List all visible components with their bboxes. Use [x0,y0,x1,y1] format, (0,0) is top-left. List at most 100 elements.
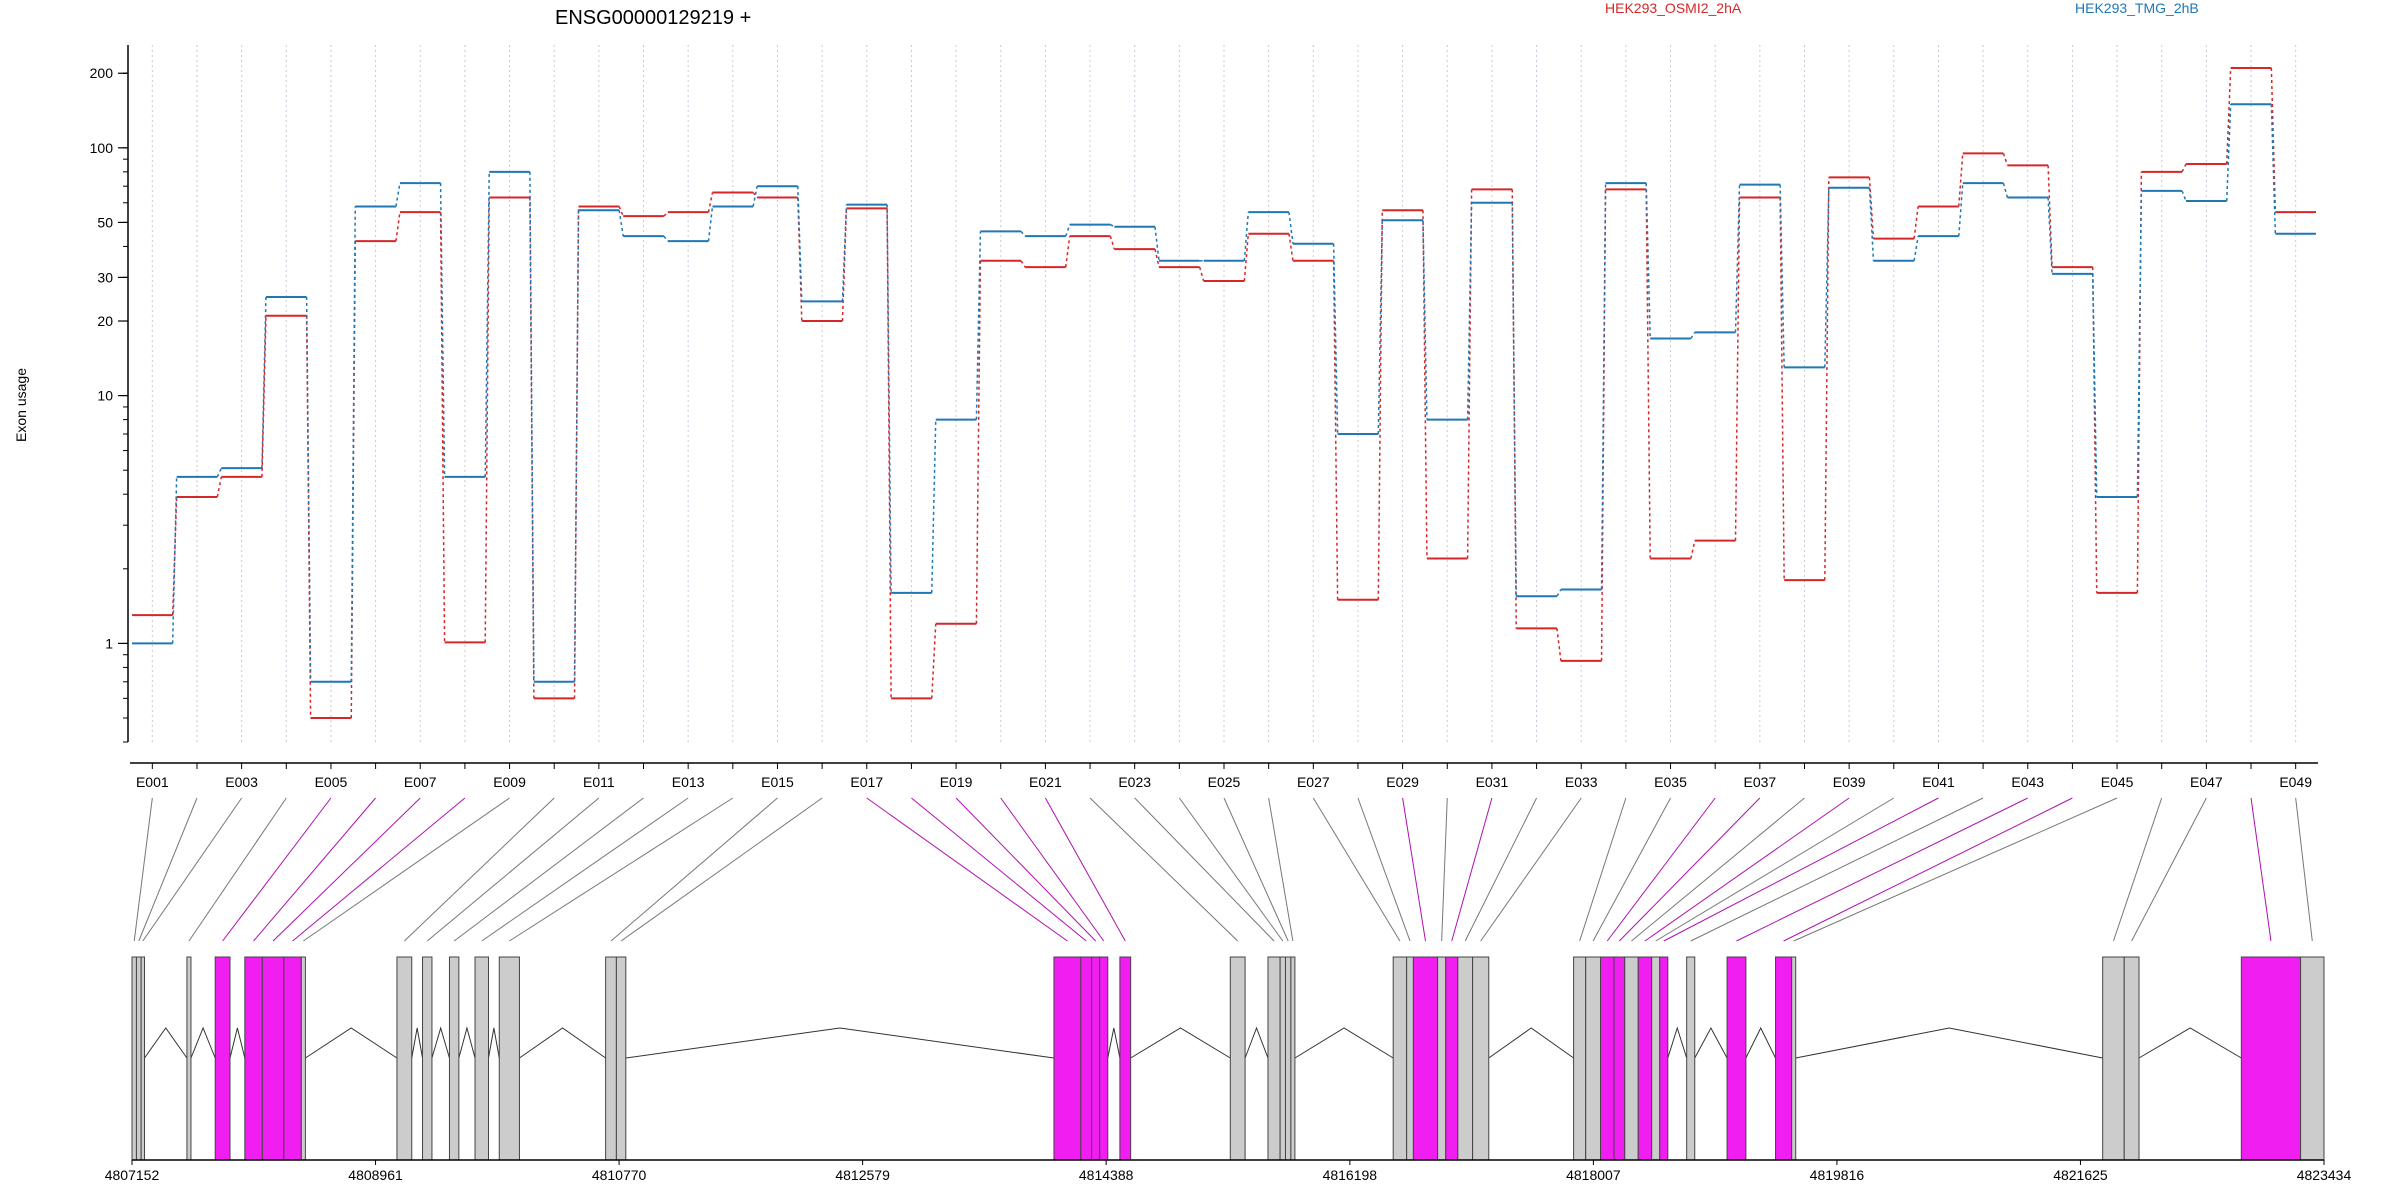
series-connector [1422,210,1428,559]
y-tick-label: 100 [90,140,114,156]
exon-connector [2131,797,2207,942]
series-connector [618,210,624,237]
exon-connector [1312,797,1401,942]
exon-box [1637,956,1653,1161]
series-connector [2091,267,2098,593]
legend-label-osmi2: HEK293_OSMI2_2hA [1605,0,1742,16]
exon-connector [142,797,243,942]
series-connector [752,186,758,207]
intron [1795,1027,2103,1059]
intron [229,1027,246,1059]
y-tick-label: 1 [105,635,113,651]
intron [458,1026,476,1059]
exon-box [1600,956,1615,1161]
series-connector [1288,233,1294,261]
series-connector [573,210,580,682]
series-connector [2047,197,2053,274]
intron [431,1026,450,1059]
coordinate-label: 4812579 [835,1167,890,1183]
intron [1745,1026,1776,1059]
exon-connector [509,797,734,942]
intron [1130,1027,1231,1059]
intron [1694,1026,1728,1059]
exon-box [1573,956,1587,1161]
coordinate-label: 4819816 [1810,1167,1865,1183]
exon-box [1284,956,1292,1161]
x-tick-label: E035 [1654,774,1687,790]
exon-connector [1644,797,1850,942]
exon-box [1686,956,1696,1161]
exon-box [244,956,263,1161]
exon-connector [1402,797,1426,942]
exon-box [2240,956,2302,1161]
x-tick-label: E013 [672,774,705,790]
y-tick-label: 200 [90,65,114,81]
series-connector [1110,223,1115,228]
exon-box [1613,956,1626,1161]
exon-box [422,956,433,1161]
series-connector [1690,540,1696,559]
exon-box [1472,956,1490,1161]
series-connector [1377,210,1384,600]
exon-connector [481,797,689,942]
series-connector [1556,589,1562,597]
y-tick-label: 50 [97,214,113,230]
exon-box [2102,956,2125,1161]
exon-box [1279,956,1286,1161]
series-connector [1020,230,1026,237]
exon-connector [1451,797,1493,942]
series-connector [2002,182,2009,198]
intron [1488,1027,1574,1059]
intron [488,1027,500,1059]
exon-connector [2250,797,2272,942]
series-connector [931,623,937,699]
series-connector [2047,165,2053,268]
exon-connector [1089,797,1239,942]
coordinate-label: 4814388 [1079,1167,1134,1183]
series-connector [2091,273,2098,497]
intron [305,1027,398,1059]
exon-connector [1663,797,1939,942]
x-tick-label: E049 [2279,774,2312,790]
series-connector [1958,153,1964,207]
exon-connector [426,797,600,942]
exon-connector [1464,797,1538,942]
series-connector [1824,177,1830,581]
series-connector [1913,236,1919,261]
x-tick-label: E005 [315,774,348,790]
exon-box [1392,956,1408,1161]
exon-box [1624,956,1639,1161]
series-connector [1868,187,1875,261]
exon-connector [1223,797,1289,942]
exon-box [131,956,137,1161]
series-connector [663,235,669,242]
x-tick-label: E025 [1208,774,1241,790]
series-connector [1064,236,1071,268]
series-connector [1332,243,1339,435]
intron [625,1027,1054,1059]
series-connector [1243,212,1250,261]
series-connector [1288,212,1294,244]
exon-connector [303,797,510,942]
exon-box [140,956,146,1161]
exon-connector [1606,797,1716,942]
exon-box [1659,956,1669,1161]
x-tick-label: E001 [136,774,169,790]
series-HEK293_TMG_2hB [132,103,2316,683]
series-connector [305,296,312,682]
exon-box [300,956,306,1161]
x-tick-label: E041 [1922,774,1955,790]
intron [1667,1026,1688,1059]
series-connector [395,183,401,207]
exon-connector [1441,797,1448,942]
x-tick-label: E003 [225,774,258,790]
exon-box [1445,956,1459,1161]
exon-connector [1793,797,2118,942]
x-tick-label: E009 [493,774,526,790]
x-tick-label: E027 [1297,774,1330,790]
y-tick-label: 10 [97,388,113,404]
series-connector [573,206,580,699]
exon-box [1053,956,1082,1161]
exon-box [1585,956,1602,1161]
series-connector [2181,190,2187,202]
